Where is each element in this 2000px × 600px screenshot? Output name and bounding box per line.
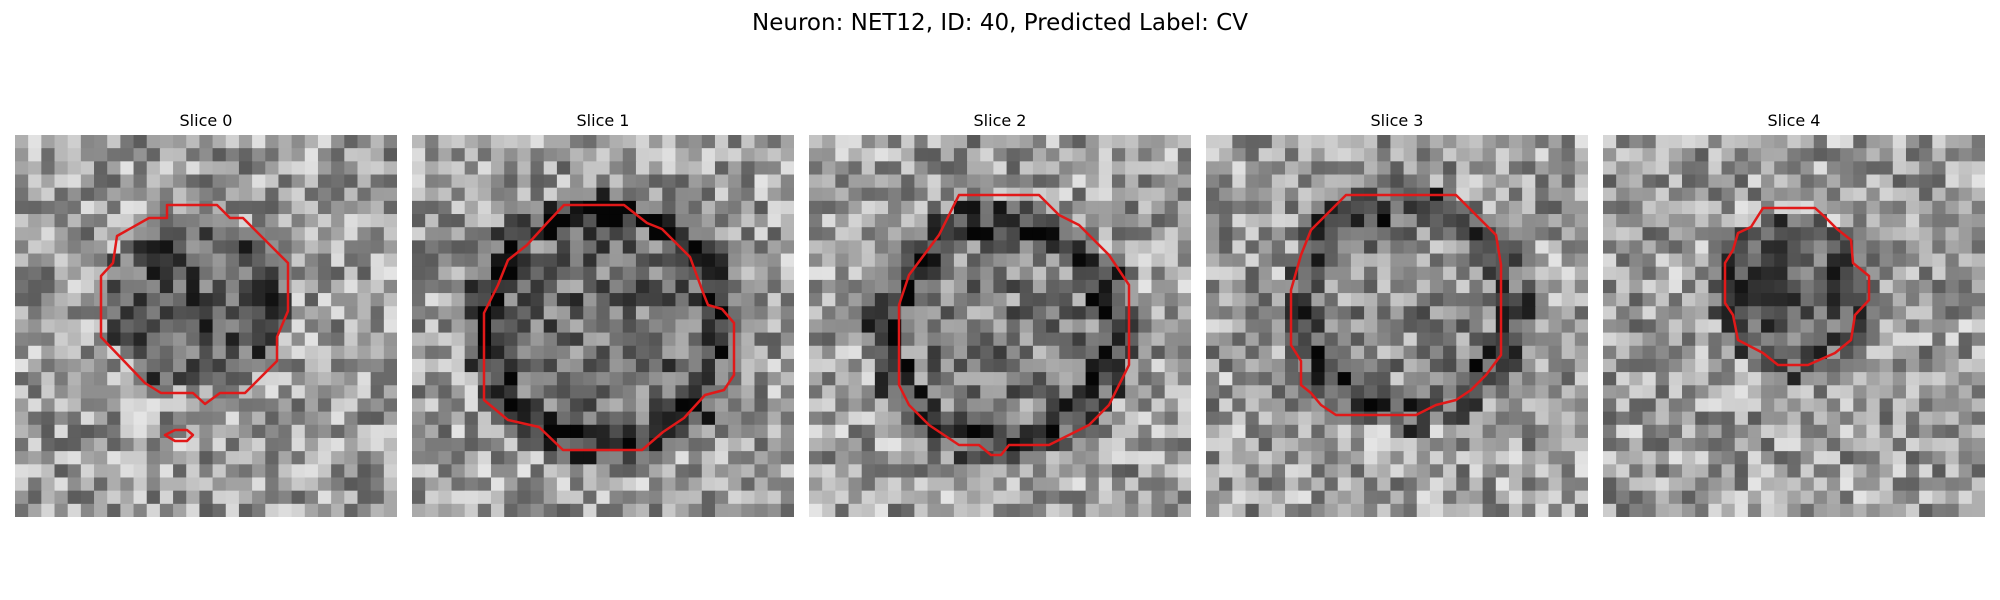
slice-image-4 [1603, 135, 1985, 517]
slice-title: Slice 4 [1767, 111, 1821, 130]
segmentation-contour [1289, 193, 1503, 417]
slice-title: Slice 1 [576, 111, 630, 130]
figure-title: Neuron: NET12, ID: 40, Predicted Label: … [752, 10, 1248, 36]
segmentation-contour [482, 203, 736, 452]
segmentation-contour-small [163, 428, 195, 443]
slice-title: Slice 3 [1370, 111, 1424, 130]
slice-image-2 [809, 135, 1191, 517]
slice-panel-0: Slice 0 [15, 110, 397, 517]
slice-image-1 [412, 135, 794, 517]
slice-image-3 [1206, 135, 1588, 517]
segmentation-contour [897, 193, 1131, 457]
segmentation-contour [1723, 206, 1871, 367]
slice-image-0 [15, 135, 397, 517]
slice-panel-3: Slice 3 [1206, 110, 1588, 517]
slice-title: Slice 2 [973, 111, 1027, 130]
slice-panel-2: Slice 2 [809, 110, 1191, 517]
segmentation-contour [99, 203, 290, 406]
slice-title: Slice 0 [179, 111, 233, 130]
slice-panel-1: Slice 1 [412, 110, 794, 517]
slice-panel-4: Slice 4 [1603, 110, 1985, 517]
